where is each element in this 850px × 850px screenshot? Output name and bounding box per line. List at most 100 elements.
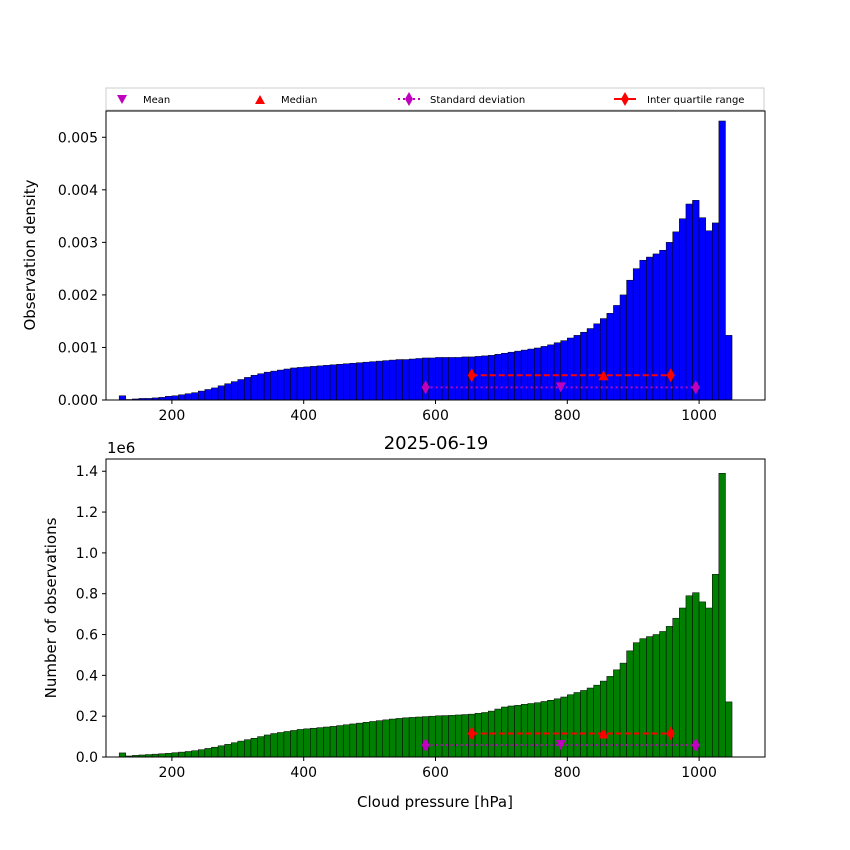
x-tick-label: 800 — [554, 765, 581, 781]
bar — [244, 739, 252, 758]
x-tick-label: 600 — [422, 765, 449, 781]
bar — [725, 335, 733, 401]
y-tick-label: 0.001 — [58, 340, 98, 356]
bar — [369, 721, 377, 758]
bar — [613, 669, 621, 758]
bar — [395, 718, 403, 758]
bar — [178, 394, 186, 401]
bar — [698, 601, 706, 758]
bar — [428, 357, 436, 401]
bar — [626, 279, 634, 401]
bar — [448, 715, 456, 758]
count-summary-markers — [421, 726, 700, 753]
bar — [237, 379, 245, 401]
count-y-axis-label: Number of observations — [42, 517, 60, 698]
bar — [619, 662, 627, 758]
bar — [263, 371, 272, 401]
bar — [567, 337, 575, 401]
bar — [329, 726, 337, 758]
x-tick-label: 400 — [290, 765, 317, 781]
bar — [553, 698, 561, 758]
density-y-axis-label: Observation density — [21, 179, 39, 330]
bar — [310, 366, 318, 401]
bar — [178, 751, 186, 758]
iqr-marker — [467, 368, 476, 383]
std-marker-icon — [405, 92, 413, 106]
bar — [593, 323, 601, 401]
x-tick-label: 600 — [422, 408, 449, 424]
bar — [217, 745, 225, 758]
bar — [217, 385, 225, 401]
bar — [402, 717, 410, 758]
bar — [692, 200, 700, 401]
y-tick-label: 0.2 — [76, 709, 98, 725]
bar — [474, 713, 482, 758]
bar — [613, 305, 621, 401]
y-tick-label: 0.0 — [76, 750, 98, 766]
median-marker — [598, 370, 609, 381]
count-chart: 200 400 600 800 1000 0.0 0.2 0.4 0.6 0.8 1.0 1.2 1.4… — [42, 458, 766, 811]
bar — [336, 725, 344, 758]
count-x-axis-label: Cloud pressure [hPa] — [357, 793, 513, 811]
legend-std-label: Standard deviation — [430, 95, 525, 106]
bar — [211, 746, 219, 758]
bar — [290, 367, 298, 401]
bar — [639, 638, 647, 758]
bar — [481, 712, 489, 758]
bar — [501, 706, 509, 758]
bar — [487, 355, 496, 401]
bar — [224, 744, 232, 758]
bar — [646, 636, 654, 758]
bar — [520, 704, 529, 758]
legend-median-label: Median — [281, 95, 317, 106]
bar — [514, 705, 522, 758]
bar — [382, 360, 390, 401]
bar — [118, 395, 127, 401]
count-axes: 200 400 600 800 1000 0.0 0.2 0.4 0.6 0.8 1.0 1.2 1.4 — [76, 464, 717, 781]
bar — [329, 364, 337, 401]
bar — [639, 259, 647, 401]
bar — [632, 268, 641, 401]
legend: Mean Median Standard deviation Inter qua… — [105, 87, 765, 111]
bar — [527, 703, 535, 758]
bar — [534, 702, 542, 758]
bar — [481, 355, 489, 401]
y-tick-label: 0.002 — [58, 288, 98, 304]
bar — [395, 359, 403, 401]
bar — [230, 742, 239, 758]
bar — [230, 381, 239, 401]
bar — [375, 360, 384, 401]
bar — [402, 359, 410, 401]
bar — [277, 732, 285, 758]
bar — [389, 359, 397, 401]
bar — [461, 714, 469, 758]
bar — [573, 335, 581, 401]
bar — [198, 749, 206, 758]
bar — [455, 357, 463, 401]
bar — [494, 354, 502, 401]
bar — [679, 218, 687, 401]
bar — [316, 365, 324, 401]
bar — [553, 342, 561, 401]
bar — [296, 367, 304, 401]
std-marker — [691, 738, 700, 753]
y-tick-label: 0.004 — [58, 183, 98, 199]
bar — [257, 373, 265, 401]
bar — [586, 328, 594, 401]
bar — [712, 574, 720, 758]
bar — [356, 722, 364, 758]
count-bars — [118, 473, 733, 758]
x-tick-label: 200 — [159, 408, 186, 424]
bar — [349, 362, 357, 401]
bar — [567, 694, 575, 758]
bar — [672, 617, 680, 758]
mean-marker — [555, 740, 566, 751]
density-plot-frame — [105, 110, 766, 401]
bar — [540, 701, 548, 758]
density-axes: 200 400 600 800 1000 0.000 0.001 0.002 0.003 0.00… — [58, 130, 717, 424]
bar — [362, 722, 370, 758]
figure-title: 2025-06-19 — [384, 433, 489, 454]
bar — [310, 727, 318, 758]
y-tick-label: 0.6 — [76, 628, 98, 644]
